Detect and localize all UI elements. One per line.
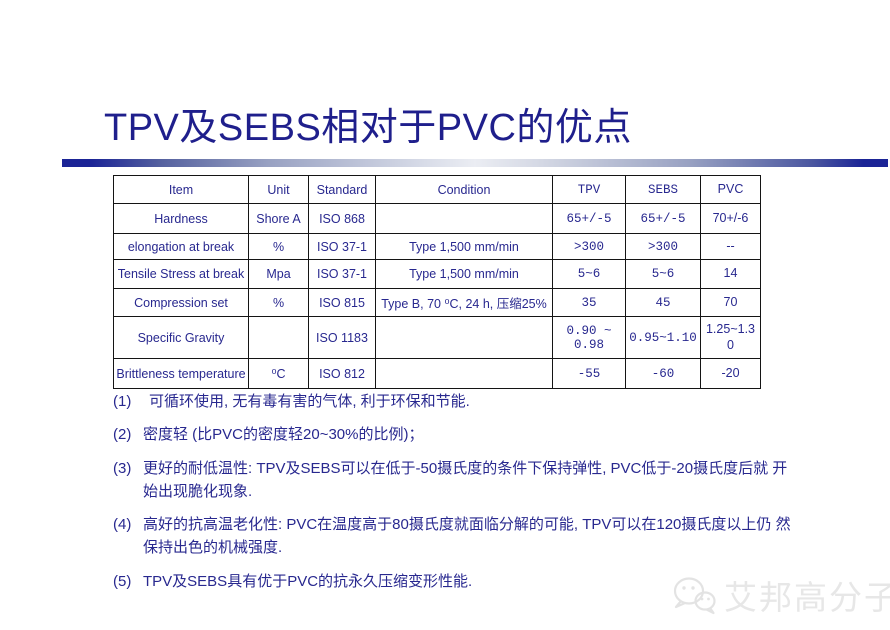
page-title: TPV及SEBS相对于PVC的优点 [104,107,632,149]
note-text: 密度轻 (比PVC的密度轻20~30%的比例)； [143,426,424,443]
note-number: (1) [113,393,132,410]
note-text: 高好的抗高温老化性: PVC在温度高于80摄氏度就面临分解的可能, TPV可以在… [143,516,791,556]
table-cell: 5~6 [625,259,701,289]
table-cell [375,203,553,234]
table-cell: % [248,233,309,260]
list-item: (4) 高好的抗高温老化性: PVC在温度高于80摄氏度就面临分解的可能, TP… [113,513,793,559]
notes-list: (1) 可循环使用, 无有毒有害的气体, 利于环保和节能. (2) 密度轻 (比… [113,390,793,593]
table-cell: Tensile Stress at break [113,259,249,289]
table-cell: ISO 37-1 [308,259,376,289]
column-header-sebs: SEBS [625,175,701,204]
table-cell: 0.90 ~ 0.98 [552,316,626,359]
column-header-condition: Condition [375,175,553,204]
table-cell: ⁰C [248,358,309,389]
table-cell: Mpa [248,259,309,289]
list-item: (1) 可循环使用, 无有毒有害的气体, 利于环保和节能. [113,390,793,413]
properties-table: Item Unit Standard Condition TPV SEBS PV… [113,175,761,389]
table-cell: -60 [625,358,701,389]
table-cell: elongation at break [113,233,249,260]
table-cell: ISO 812 [308,358,376,389]
column-header-unit: Unit [248,175,309,204]
table-cell: Shore A [248,203,309,234]
table-cell: Brittleness temperature [113,358,249,389]
watermark-text: 艾邦高分子 [724,578,890,616]
watermark: 艾邦高分子 [672,567,890,622]
table-row: Compression set % ISO 815 Type B, 70 ⁰C,… [113,288,761,317]
note-number: (5) [113,573,132,590]
table-cell [248,316,309,359]
table-cell: >300 [625,233,701,260]
note-text: TPV及SEBS具有优于PVC的抗永久压缩变形性能. [143,573,473,590]
table-cell: Hardness [113,203,249,234]
list-item: (5) TPV及SEBS具有优于PVC的抗永久压缩变形性能. [113,570,793,593]
column-header-pvc: PVC [700,175,761,204]
table-cell: 45 [625,288,701,317]
wechat-icon [673,576,716,614]
table-row: Hardness Shore A ISO 868 65+/-5 65+/-5 7… [113,203,761,234]
table-row: Tensile Stress at break Mpa ISO 37-1 Typ… [113,259,761,289]
table-row: Brittleness temperature ⁰C ISO 812 -55 -… [113,358,761,389]
table-row: Specific Gravity ISO 1183 0.90 ~ 0.98 0.… [113,316,761,359]
table-cell: -55 [552,358,626,389]
table-cell: ISO 1183 [308,316,376,359]
table-cell: 65+/-5 [625,203,701,234]
note-text: 更好的耐低温性: TPV及SEBS可以在低于-50摄氏度的条件下保持弹性, PV… [143,460,788,500]
table-cell: 70+/-6 [700,203,761,234]
note-number: (3) [113,460,132,477]
table-cell: Specific Gravity [113,316,249,359]
table-cell: Type B, 70 ⁰C, 24 h, 压缩25% [375,288,553,317]
table-cell: -20 [700,358,761,389]
title-divider [62,159,888,167]
table-cell: Compression set [113,288,249,317]
column-header-tpv: TPV [552,175,626,204]
table-cell: -- [700,233,761,260]
table-cell: ISO 868 [308,203,376,234]
table-header-row: Item Unit Standard Condition TPV SEBS PV… [113,175,761,204]
column-header-standard: Standard [308,175,376,204]
note-number: (2) [113,426,132,443]
table-cell: >300 [552,233,626,260]
table-cell: ISO 815 [308,288,376,317]
table-cell: 1.25~1.30 [700,316,761,359]
note-number: (4) [113,516,132,533]
note-text: 可循环使用, 无有毒有害的气体, 利于环保和节能. [149,393,470,410]
table-cell [375,316,553,359]
table-cell [375,358,553,389]
table-cell: % [248,288,309,317]
table-cell: Type 1,500 mm/min [375,233,553,260]
table-cell: ISO 37-1 [308,233,376,260]
table-cell: 65+/-5 [552,203,626,234]
table-cell: 0.95~1.10 [625,316,701,359]
table-cell: Type 1,500 mm/min [375,259,553,289]
list-item: (3) 更好的耐低温性: TPV及SEBS可以在低于-50摄氏度的条件下保持弹性… [113,457,793,503]
table-cell: 70 [700,288,761,317]
list-item: (2) 密度轻 (比PVC的密度轻20~30%的比例)； [113,423,793,446]
table-row: elongation at break % ISO 37-1 Type 1,50… [113,233,761,260]
table-cell: 5~6 [552,259,626,289]
column-header-item: Item [113,175,249,204]
table-cell: 14 [700,259,761,289]
table-cell: 35 [552,288,626,317]
